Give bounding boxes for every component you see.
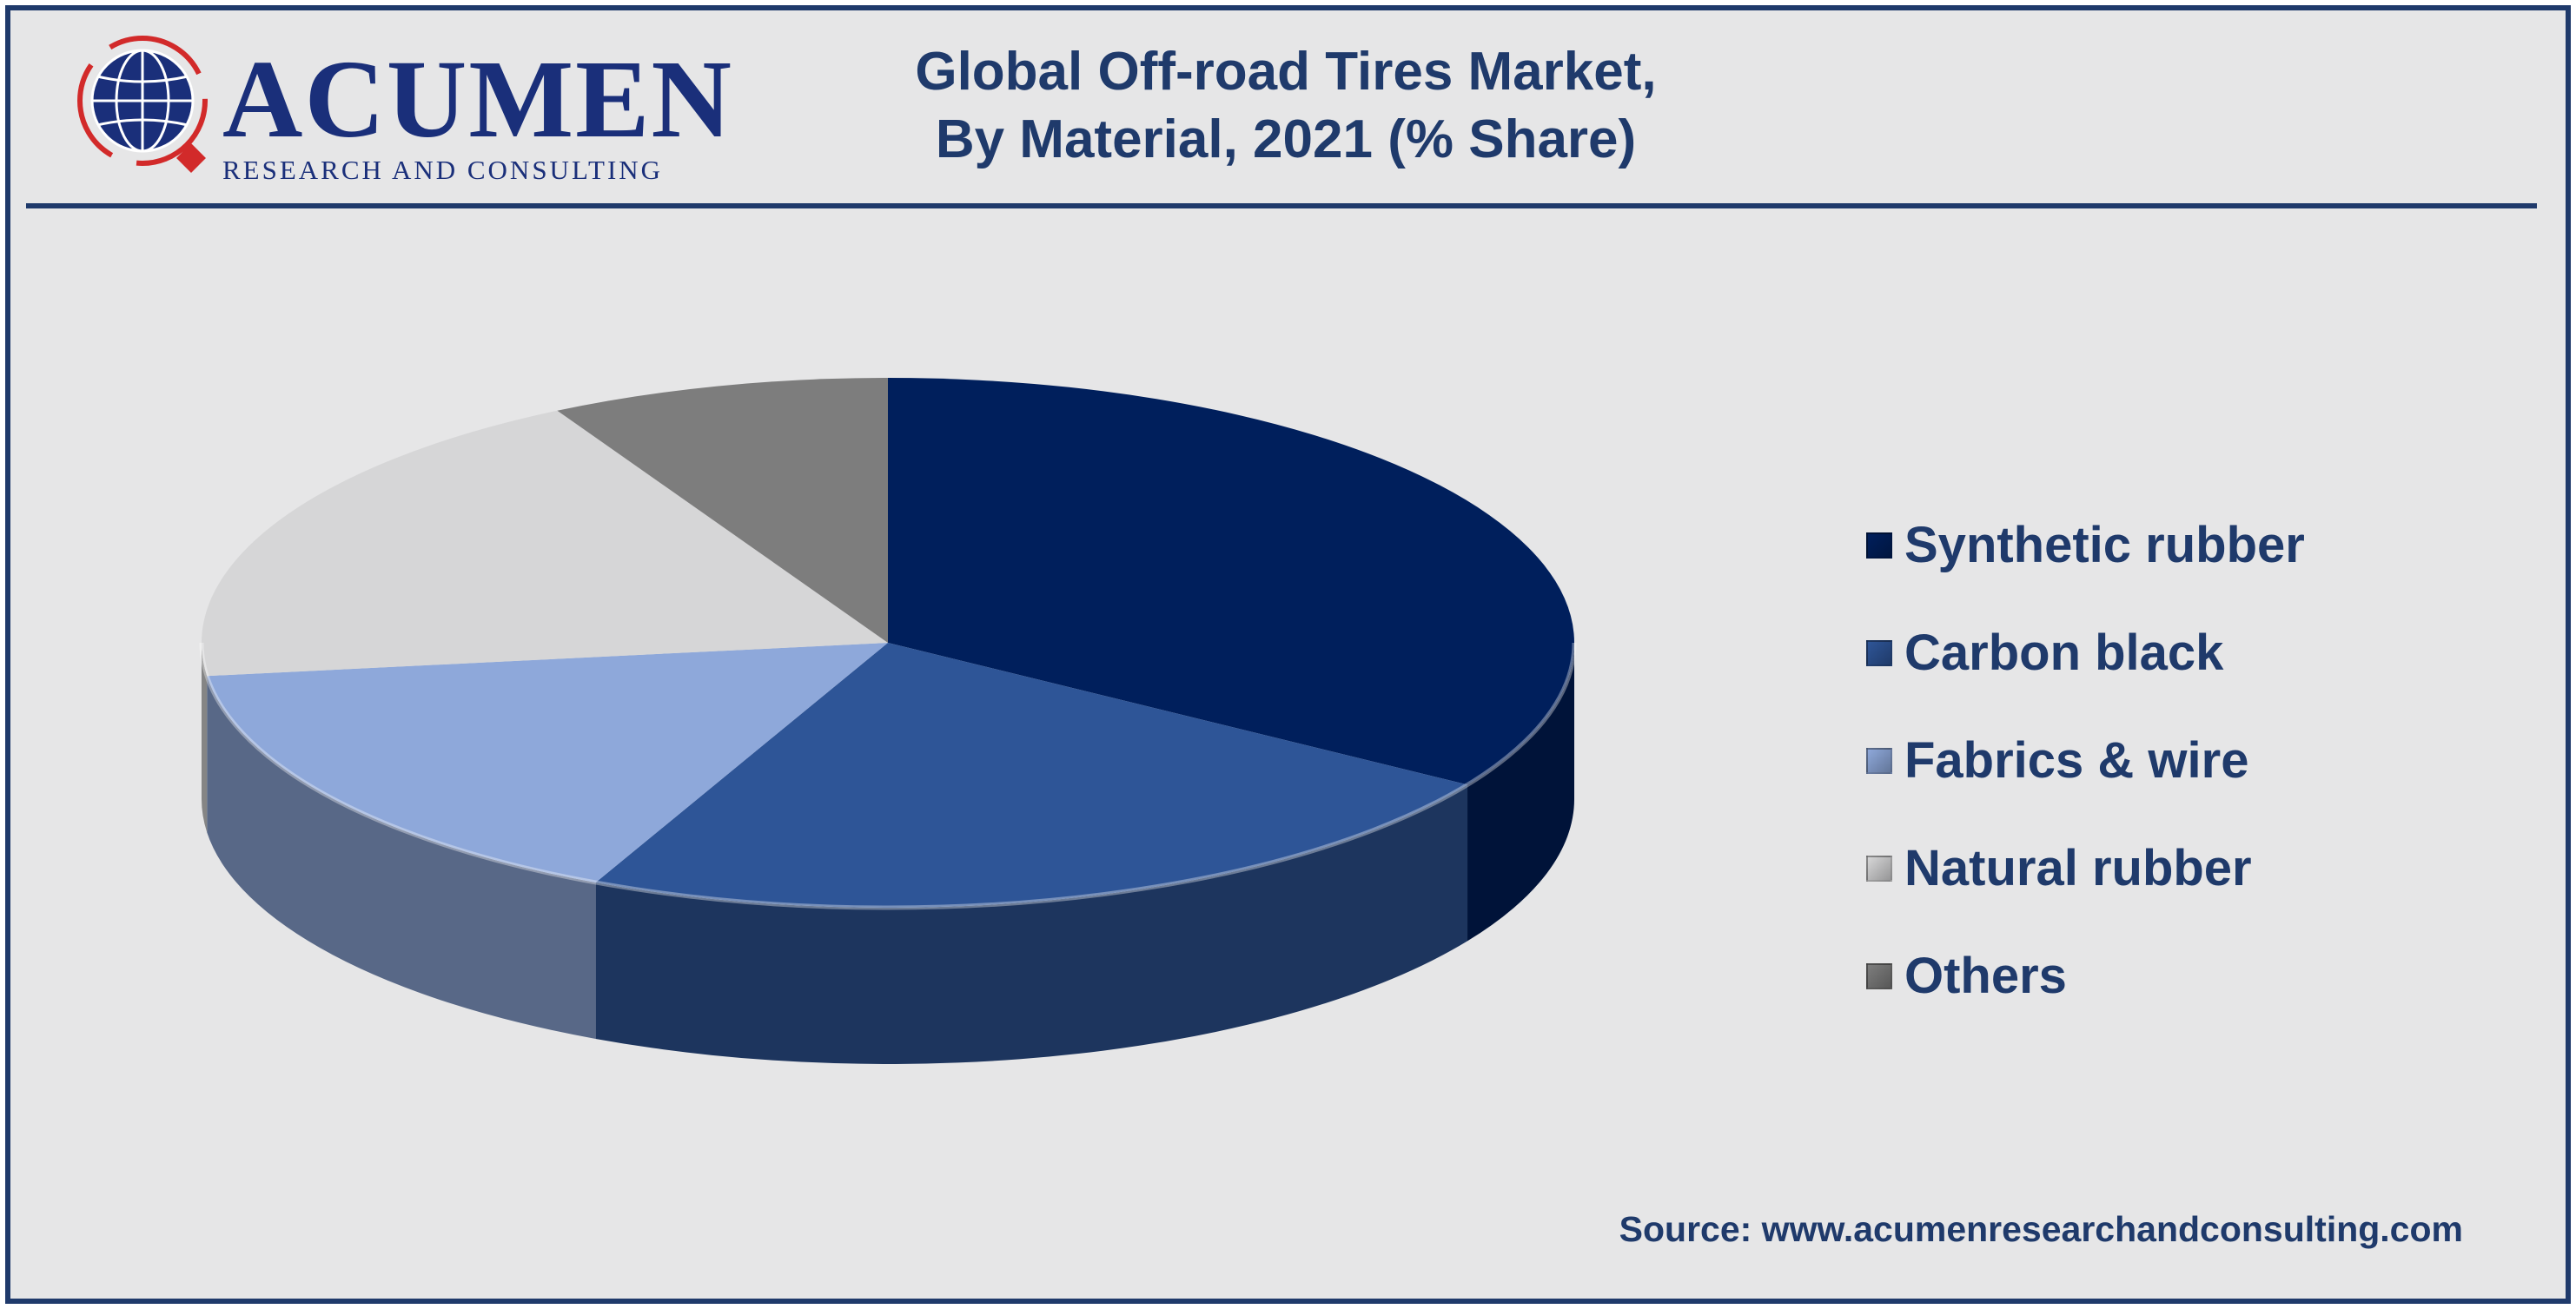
legend-swatch: [1866, 856, 1892, 882]
legend-swatch: [1866, 640, 1892, 666]
legend-swatch: [1866, 963, 1892, 989]
pie-side-fabrics-wire: [207, 676, 596, 1039]
logo-wordmark: ACUMEN: [222, 37, 733, 161]
chart-title: Global Off-road Tires Market, By Materia…: [765, 38, 1807, 174]
legend-label: Fabrics & wire: [1904, 732, 2249, 789]
legend-label: Synthetic rubber: [1904, 517, 2305, 573]
pie-slice-fabrics-wire: [207, 643, 889, 883]
chart-title-line-1: Global Off-road Tires Market,: [915, 42, 1657, 102]
legend-label: Natural rubber: [1904, 840, 2252, 896]
pie-side-natural-rubber: [202, 643, 208, 833]
pie-slice-others: [557, 378, 888, 643]
chart-title-line-2: By Material, 2021 (% Share): [935, 109, 1637, 169]
legend-swatch: [1866, 748, 1892, 774]
globe-icon: [77, 36, 208, 173]
pie-side-synthetic-rubber: [1467, 643, 1574, 942]
legend-label: Carbon black: [1904, 625, 2224, 681]
pie-slice-carbon-black: [595, 643, 1468, 908]
logo-tagline: RESEARCH AND CONSULTING: [222, 155, 664, 185]
pie-slice-natural-rubber: [202, 410, 888, 677]
legend-swatch: [1866, 532, 1892, 559]
source-note: Source: www.acumenresearchandconsulting.…: [1619, 1209, 2463, 1249]
header-divider: [26, 203, 2537, 208]
pie-slice-synthetic-rubber: [888, 378, 1574, 785]
pie-side-carbon-black: [595, 784, 1468, 1064]
acumen-logo: ACUMEN RESEARCH AND CONSULTING: [76, 35, 732, 185]
pie-rim-highlight: [199, 642, 1577, 910]
legend-label: Others: [1904, 948, 2067, 1004]
